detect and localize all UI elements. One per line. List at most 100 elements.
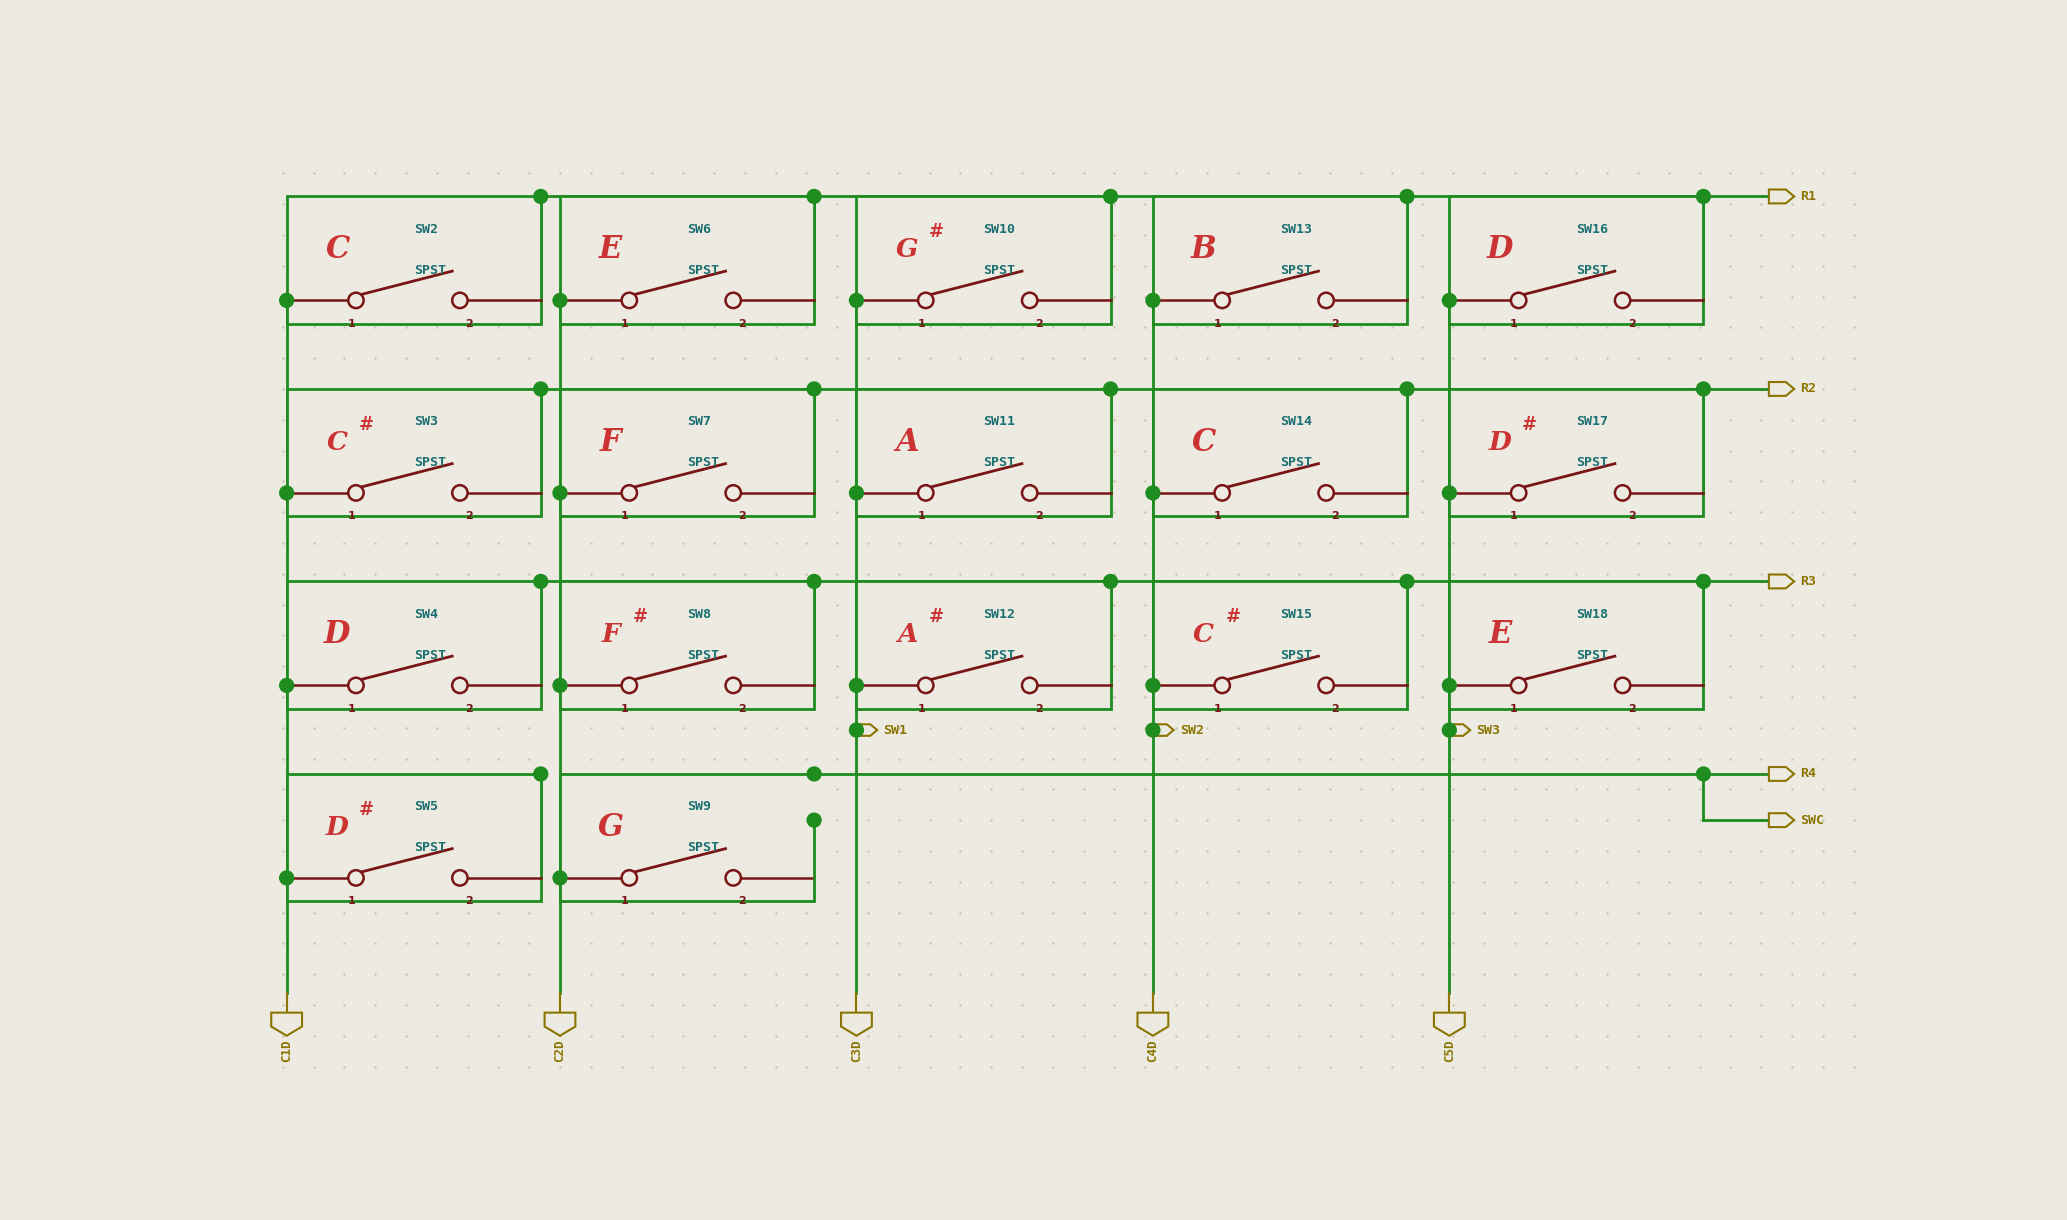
Polygon shape: [1769, 575, 1794, 588]
Circle shape: [1614, 486, 1631, 500]
Circle shape: [1443, 723, 1457, 737]
Circle shape: [1215, 293, 1230, 309]
Text: SPST: SPST: [686, 841, 719, 854]
Text: 1: 1: [1213, 704, 1222, 714]
Text: SPST: SPST: [1577, 649, 1608, 661]
Text: SPST: SPST: [1279, 264, 1313, 277]
Circle shape: [622, 870, 637, 886]
Text: F: F: [601, 622, 620, 648]
Circle shape: [533, 189, 548, 204]
Circle shape: [554, 294, 566, 307]
Text: 2: 2: [465, 511, 473, 521]
Circle shape: [918, 677, 934, 693]
Polygon shape: [1153, 725, 1174, 736]
Text: C: C: [327, 429, 347, 455]
Bar: [287, 582, 542, 709]
Circle shape: [347, 870, 364, 886]
Bar: [560, 582, 814, 709]
Text: SPST: SPST: [413, 264, 446, 277]
Text: SWC: SWC: [1800, 814, 1825, 827]
Polygon shape: [1769, 814, 1794, 827]
Circle shape: [1215, 677, 1230, 693]
Polygon shape: [1434, 1013, 1466, 1036]
Text: A: A: [895, 427, 920, 458]
Circle shape: [453, 293, 467, 309]
Bar: [856, 196, 1110, 323]
Circle shape: [1145, 294, 1160, 307]
Text: #: #: [1226, 608, 1240, 626]
Text: 1: 1: [1511, 318, 1517, 329]
Text: C5D: C5D: [1443, 1039, 1455, 1063]
Text: #: #: [360, 416, 374, 433]
Text: SW2: SW2: [1180, 723, 1203, 737]
Text: SPST: SPST: [984, 649, 1015, 661]
Circle shape: [1399, 189, 1414, 204]
Text: 1: 1: [347, 511, 356, 521]
Circle shape: [1697, 575, 1709, 588]
Polygon shape: [544, 1013, 575, 1036]
Circle shape: [806, 814, 821, 827]
Text: E: E: [599, 234, 622, 265]
Circle shape: [533, 575, 548, 588]
Text: 2: 2: [1036, 318, 1044, 329]
Bar: [856, 389, 1110, 516]
Circle shape: [279, 871, 294, 884]
Circle shape: [1319, 486, 1333, 500]
Circle shape: [1215, 486, 1230, 500]
Circle shape: [1399, 575, 1414, 588]
Circle shape: [1145, 678, 1160, 692]
Text: SW7: SW7: [686, 416, 711, 428]
Text: #: #: [928, 608, 945, 626]
Circle shape: [1021, 677, 1038, 693]
Text: R4: R4: [1800, 767, 1817, 781]
Circle shape: [1399, 382, 1414, 395]
Text: E: E: [1488, 620, 1511, 650]
Circle shape: [850, 486, 864, 500]
Text: SPST: SPST: [686, 456, 719, 470]
Circle shape: [726, 293, 740, 309]
Text: 1: 1: [1511, 511, 1517, 521]
Polygon shape: [1769, 382, 1794, 395]
Text: 2: 2: [1629, 704, 1635, 714]
Circle shape: [1443, 294, 1457, 307]
Text: 2: 2: [738, 318, 746, 329]
Text: 1: 1: [1213, 318, 1222, 329]
Circle shape: [1511, 677, 1525, 693]
Bar: [856, 582, 1110, 709]
Bar: [287, 389, 542, 516]
Circle shape: [1697, 189, 1709, 204]
Text: 2: 2: [738, 897, 746, 906]
Text: SW13: SW13: [1279, 223, 1313, 235]
Text: C: C: [1193, 622, 1213, 648]
Text: SPST: SPST: [1577, 456, 1608, 470]
Polygon shape: [1137, 1013, 1168, 1036]
Text: SW18: SW18: [1577, 608, 1608, 621]
Circle shape: [1145, 723, 1160, 737]
Circle shape: [347, 293, 364, 309]
Text: 1: 1: [918, 511, 926, 521]
Text: 1: 1: [347, 704, 356, 714]
Text: SW9: SW9: [686, 800, 711, 814]
Circle shape: [622, 677, 637, 693]
Circle shape: [622, 486, 637, 500]
Text: SW8: SW8: [686, 608, 711, 621]
Circle shape: [554, 486, 566, 500]
Circle shape: [453, 486, 467, 500]
Circle shape: [1021, 486, 1038, 500]
Polygon shape: [856, 725, 876, 736]
Circle shape: [1104, 575, 1118, 588]
Polygon shape: [841, 1013, 872, 1036]
Text: 2: 2: [1331, 511, 1339, 521]
Text: SW2: SW2: [413, 223, 438, 235]
Circle shape: [554, 678, 566, 692]
Text: 2: 2: [465, 897, 473, 906]
Circle shape: [554, 871, 566, 884]
Text: C2D: C2D: [554, 1039, 566, 1063]
Circle shape: [850, 723, 864, 737]
Text: R2: R2: [1800, 382, 1817, 395]
Text: D: D: [1486, 234, 1513, 265]
Text: SW11: SW11: [984, 416, 1015, 428]
Circle shape: [533, 767, 548, 781]
Bar: [560, 196, 814, 323]
Text: 1: 1: [347, 318, 356, 329]
